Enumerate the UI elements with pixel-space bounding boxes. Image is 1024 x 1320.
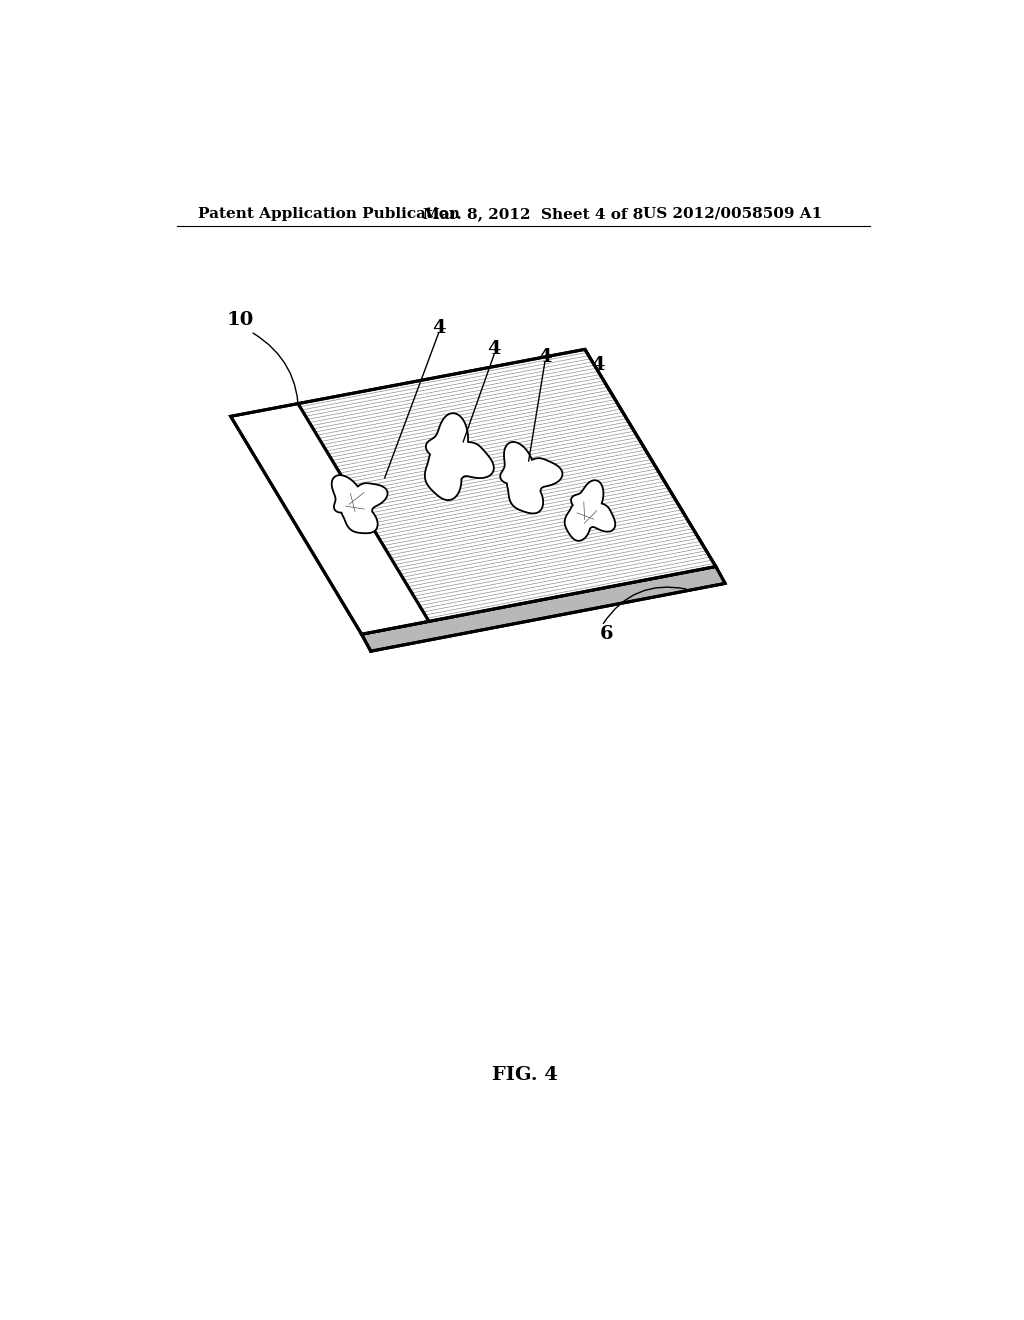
Text: Patent Application Publication: Patent Application Publication — [199, 207, 461, 220]
Text: US 2012/0058509 A1: US 2012/0058509 A1 — [643, 207, 822, 220]
Polygon shape — [500, 442, 562, 513]
Text: 6: 6 — [600, 626, 613, 643]
Polygon shape — [298, 350, 716, 622]
Text: FIG. 4: FIG. 4 — [492, 1065, 558, 1084]
Text: 4: 4 — [591, 356, 605, 374]
Polygon shape — [361, 566, 725, 651]
Polygon shape — [564, 480, 615, 541]
Polygon shape — [585, 350, 725, 583]
Text: Mar. 8, 2012  Sheet 4 of 8: Mar. 8, 2012 Sheet 4 of 8 — [423, 207, 643, 220]
Text: 4: 4 — [538, 348, 552, 366]
Polygon shape — [425, 413, 494, 500]
Text: 10: 10 — [227, 312, 254, 329]
Text: 4: 4 — [432, 319, 445, 337]
Text: 4: 4 — [487, 341, 501, 358]
Polygon shape — [230, 404, 429, 635]
Polygon shape — [332, 475, 387, 533]
